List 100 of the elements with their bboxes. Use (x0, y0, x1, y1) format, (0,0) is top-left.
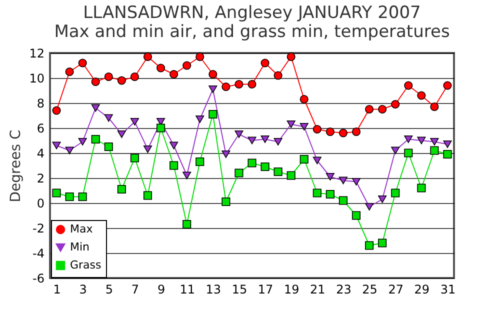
point (248, 80, 256, 89)
point (78, 58, 87, 68)
point (208, 85, 218, 94)
point (91, 134, 100, 144)
x-tick-label: 3 (79, 282, 87, 296)
point (352, 178, 361, 186)
point (170, 161, 178, 170)
point (143, 191, 152, 200)
point (365, 104, 374, 114)
x-tick-label: 25 (362, 282, 378, 296)
chart-title: LLANSADWRN, Anglesey JANUARY 2007 (83, 3, 421, 23)
point (234, 168, 244, 178)
point (274, 138, 282, 146)
point (430, 102, 439, 112)
x-tick-label: 23 (336, 282, 352, 296)
point (130, 154, 139, 162)
point (156, 124, 166, 132)
point (300, 94, 308, 104)
point (300, 122, 308, 131)
point (196, 115, 204, 124)
point (391, 146, 400, 154)
point (365, 241, 374, 250)
point (65, 192, 74, 202)
point (117, 130, 126, 138)
point (65, 67, 74, 76)
point (404, 148, 413, 158)
point (117, 76, 126, 85)
point (338, 176, 348, 184)
point (196, 52, 204, 62)
point (248, 158, 256, 168)
point (222, 82, 230, 92)
point (78, 192, 87, 202)
y-tick-label: 8 (36, 96, 44, 110)
point (312, 188, 322, 198)
point (443, 81, 452, 90)
x-tick-label: 29 (414, 282, 430, 296)
point (417, 91, 426, 100)
point (443, 150, 452, 159)
point (170, 70, 178, 79)
point (274, 167, 282, 176)
point (300, 154, 308, 164)
point (338, 196, 348, 205)
point (430, 138, 439, 146)
point (234, 80, 244, 89)
point (417, 184, 426, 192)
point (182, 172, 192, 180)
point (156, 64, 166, 72)
x-tick-label: 21 (310, 282, 326, 296)
point (52, 142, 61, 150)
x-tick-label: 15 (232, 282, 248, 296)
point (260, 135, 270, 144)
point (352, 211, 361, 220)
point (260, 58, 270, 68)
point (286, 120, 296, 128)
point (52, 106, 61, 115)
point (196, 157, 204, 166)
point (352, 127, 361, 136)
point (78, 138, 87, 146)
x-tick-label: 19 (284, 282, 300, 296)
y-axis-title: Degrees C (8, 130, 24, 202)
y-tick-label: 0 (36, 196, 44, 210)
point (312, 156, 322, 164)
x-tick-label: 11 (180, 282, 195, 296)
y-tick-label: 12 (29, 46, 44, 60)
point (391, 188, 400, 198)
point (286, 171, 296, 180)
point (326, 172, 334, 181)
y-tick-label: 2 (36, 172, 44, 186)
point (248, 136, 256, 144)
point (378, 195, 387, 204)
x-tick-label: 13 (206, 282, 222, 296)
point (52, 188, 61, 198)
point (404, 81, 413, 90)
y-tick-label: 4 (36, 146, 44, 160)
point (378, 104, 387, 114)
y-tick-label: 10 (29, 72, 44, 86)
x-tick-label: 1 (53, 282, 61, 296)
point (260, 162, 270, 172)
point (104, 114, 113, 122)
point (222, 150, 230, 158)
point (286, 52, 296, 62)
point (378, 238, 387, 248)
point (143, 52, 152, 62)
point (326, 127, 334, 136)
x-tick-label: 31 (440, 282, 456, 296)
point (170, 142, 178, 150)
point (182, 61, 192, 70)
point (417, 136, 426, 144)
point (430, 146, 439, 155)
point (91, 77, 100, 86)
point (443, 140, 452, 148)
y-tick-label: -6 (32, 272, 44, 286)
point (130, 72, 139, 82)
point (274, 71, 282, 80)
point (338, 128, 348, 138)
point (326, 190, 334, 199)
point (104, 142, 113, 152)
point (182, 220, 192, 229)
x-tick-label: 17 (258, 282, 274, 296)
point (391, 100, 400, 109)
